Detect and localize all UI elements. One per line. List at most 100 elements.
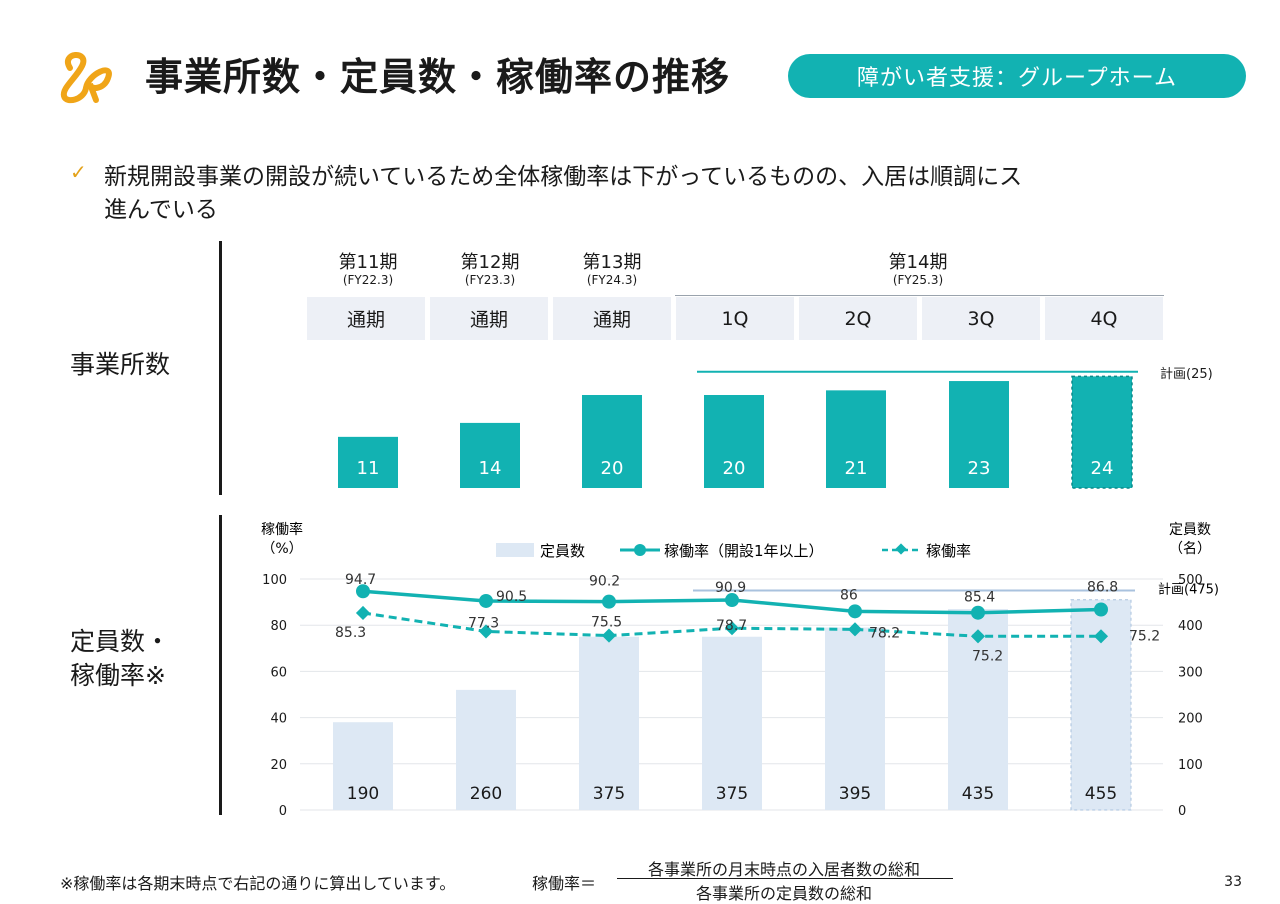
rate-established-label: 85.4 — [964, 590, 995, 606]
formula-numerator: 各事業所の月末時点の入居者数の総和 — [647, 860, 920, 879]
formula-label: 稼働率＝ — [532, 874, 597, 893]
office-count-bar — [582, 395, 642, 488]
legend-rate-all-label: 稼働率 — [926, 542, 971, 560]
page-number: 33 — [1224, 874, 1242, 890]
category-badge: 障がい者支援：グループホーム — [788, 54, 1246, 98]
footnote: ※稼働率は各期末時点で右記の通りに算出しています。 — [60, 874, 456, 893]
rate-established-label: 90.5 — [496, 589, 527, 605]
rate-established-marker — [602, 594, 616, 609]
office-count-bar — [338, 436, 398, 488]
office-count-label: 23 — [968, 458, 991, 479]
y-left-tick: 0 — [279, 804, 287, 819]
plan-label: 計画(25) — [1160, 366, 1213, 382]
rate-all-label: 75.2 — [972, 648, 1003, 664]
period-sub: (FY24.3) — [586, 273, 638, 287]
y-right-tick: 0 — [1178, 804, 1186, 819]
rate-all-marker — [724, 621, 740, 636]
capacity-label: 375 — [593, 784, 625, 804]
legend-rate-established-marker — [634, 544, 646, 556]
rate-established-marker — [971, 605, 985, 620]
office-count-label: 20 — [601, 458, 624, 479]
y-right-tick: 300 — [1178, 665, 1203, 680]
column-header: 4Q — [1045, 297, 1163, 340]
check-icon: ✓ — [70, 160, 87, 184]
rate-established-label: 90.9 — [715, 580, 746, 596]
rate-established-marker — [479, 593, 493, 608]
rate-established-marker — [725, 593, 739, 608]
y-left-tick: 60 — [270, 665, 287, 680]
section-divider-top — [219, 241, 222, 495]
office-count-label: 24 — [1091, 458, 1114, 479]
column-header: 通期 — [307, 297, 425, 340]
rate-all-marker — [355, 605, 371, 621]
fy25-divider — [675, 295, 1164, 296]
rate-established-label: 86.8 — [1087, 579, 1118, 595]
office-count-label: 11 — [357, 458, 380, 479]
period-name: 第14期 — [888, 252, 948, 273]
bullet-text-line-2: 進んでいる — [104, 197, 218, 223]
office-count-label: 20 — [723, 458, 746, 479]
period-sub: (FY22.3) — [342, 273, 394, 287]
rate-established-marker — [1094, 602, 1108, 617]
capacity-bar — [333, 722, 393, 810]
capacity-label: 455 — [1085, 784, 1117, 804]
period-sub: (FY25.3) — [892, 273, 944, 287]
formula-fraction-bar — [617, 878, 953, 879]
period-sub: (FY23.3) — [464, 273, 516, 287]
y-right-tick: 500 — [1178, 573, 1203, 588]
y-right-tick: 400 — [1178, 619, 1203, 634]
page-title: 事業所数・定員数・稼働率の推移 — [145, 55, 731, 99]
y-right-unit: （名） — [1169, 541, 1211, 557]
column-header: 通期 — [553, 297, 671, 340]
y-right-tick: 200 — [1178, 712, 1203, 727]
capacity-label: 190 — [347, 784, 379, 804]
rate-all-label: 75.5 — [591, 615, 622, 631]
section-divider-bottom — [219, 515, 222, 815]
capacity-bar — [825, 627, 885, 810]
capacity-label: 435 — [962, 784, 994, 804]
rate-established-label: 94.7 — [345, 572, 376, 588]
office-count-bar — [460, 422, 520, 488]
y-left-tick: 100 — [262, 573, 287, 588]
legend-rate-all-marker — [895, 543, 907, 555]
legend-capacity-label: 定員数 — [540, 542, 585, 560]
y-right-title: 定員数 — [1169, 522, 1211, 538]
office-count-label: 21 — [845, 458, 868, 479]
section-label-capacity-line1: 定員数・ — [70, 627, 171, 656]
capacity-bar — [579, 636, 639, 810]
period-name: 第13期 — [582, 252, 642, 273]
rate-all-marker — [1093, 629, 1109, 644]
rate-all-label: 78.7 — [716, 618, 747, 634]
y-left-tick: 20 — [270, 758, 287, 773]
rate-all-label: 78.2 — [869, 625, 900, 641]
capacity-label: 375 — [716, 784, 748, 804]
rate-established-marker — [848, 604, 862, 619]
column-header: 2Q — [799, 297, 917, 340]
capacity-bar — [456, 689, 516, 810]
rate-established-label: 86 — [840, 587, 858, 603]
period-name: 第12期 — [460, 252, 520, 273]
y-left-unit: （%） — [261, 541, 302, 557]
section-label-capacity-line2: 稼働率※ — [70, 661, 166, 690]
capacity-plan-label: 計画(475) — [1158, 582, 1219, 598]
office-count-bar — [1071, 375, 1133, 489]
legend-rate-established-label: 稼働率（開設1年以上） — [664, 542, 824, 560]
formula-denominator: 各事業所の定員数の総和 — [695, 884, 872, 903]
office-count-bar — [949, 381, 1009, 488]
rate-all-label: 75.2 — [1129, 628, 1160, 644]
rate-established-marker — [356, 584, 370, 599]
y-right-tick: 100 — [1178, 758, 1203, 773]
rate-all-marker — [847, 622, 863, 637]
rate-all-label: 77.3 — [468, 615, 499, 631]
capacity-bar — [702, 636, 762, 810]
capacity-label: 395 — [839, 784, 871, 804]
rate-all-marker — [478, 624, 494, 639]
rate-all-label: 85.3 — [335, 625, 366, 641]
office-count-bar — [704, 395, 764, 488]
column-header: 3Q — [922, 297, 1040, 340]
lp-logo-icon — [60, 51, 112, 104]
period-name: 第11期 — [338, 252, 398, 273]
y-left-tick: 80 — [270, 619, 287, 634]
